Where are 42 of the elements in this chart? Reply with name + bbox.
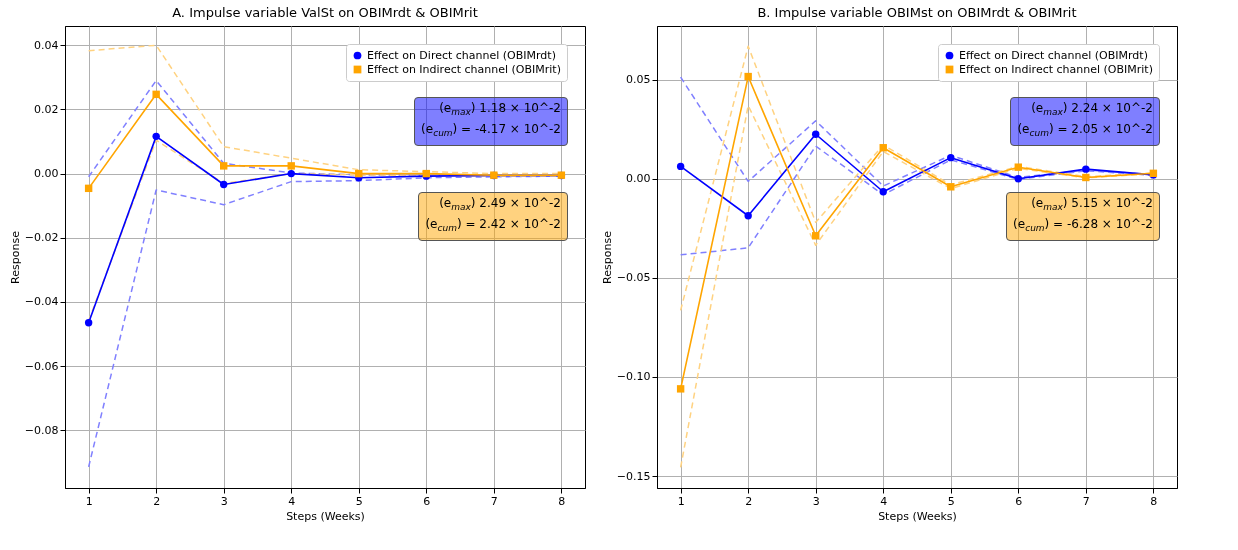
y-tick-label: −0.05	[616, 271, 651, 285]
y-axis-title: Response	[600, 230, 614, 284]
x-axis-title: Steps (Weeks)	[286, 509, 365, 523]
text: (e$_{max}$) 5.15 × 10^-2 (e$_{cum}$) = -6.28 × 10^-2	[1013, 196, 1153, 234]
x-tick-label: 6	[423, 494, 431, 508]
legend-label: Effect on Indirect channel (OBIMrit)	[959, 62, 1153, 76]
y-tick-label: −0.06	[24, 359, 59, 373]
x-tick-label: 3	[812, 494, 820, 508]
y-tick-label: −0.10	[616, 370, 651, 384]
y-tick-label: 0.05	[626, 73, 651, 87]
x-tick-label: 1	[677, 494, 685, 508]
y-tick-label: 0.00	[626, 172, 651, 186]
x-axis-title: Steps (Weeks)	[878, 509, 957, 523]
text: (e$_{max}$) 2.24 × 10^-2 (e$_{cum}$) = 2.05 × 10^-2	[1017, 101, 1153, 139]
x-tick-label: 2	[153, 494, 161, 508]
x-tick-label: 2	[745, 494, 753, 508]
y-tick-label: −0.15	[616, 469, 651, 483]
legend-label: Effect on Indirect channel (OBIMrit)	[367, 62, 561, 76]
x-tick-label: 7	[1082, 494, 1090, 508]
legend-label: Effect on Direct channel (OBIMrdt)	[367, 48, 556, 62]
x-tick-label: 1	[85, 494, 93, 508]
chart-title: A. Impulse variable ValSt on OBIMrdt & OBIMrit	[172, 5, 478, 20]
x-tick-label: 3	[220, 494, 228, 508]
x-tick-label: 8	[1150, 494, 1158, 508]
y-tick-label: 0.04	[34, 38, 59, 52]
text: (e$_{max}$) 2.49 × 10^-2 (e$_{cum}$) = 2.42 × 10^-2	[425, 196, 561, 234]
text: (e$_{max}$) 1.18 × 10^-2 (e$_{cum}$) = -4.17 × 10^-2	[421, 101, 561, 139]
y-tick-label: −0.02	[24, 231, 59, 245]
x-tick-label: 5	[947, 494, 955, 508]
x-tick-label: 4	[880, 494, 888, 508]
chart-title: B. Impulse variable OBIMst on OBIMrdt & OBIMrit	[757, 5, 1077, 20]
y-tick-label: 0.02	[34, 102, 59, 116]
y-tick-label: −0.04	[24, 295, 59, 309]
x-tick-label: 5	[355, 494, 363, 508]
x-tick-label: 7	[490, 494, 498, 508]
x-tick-label: 6	[1015, 494, 1023, 508]
legend-label: Effect on Direct channel (OBIMrdt)	[959, 48, 1148, 62]
x-tick-label: 4	[288, 494, 296, 508]
y-axis-title: Response	[8, 230, 22, 284]
y-tick-label: −0.08	[24, 423, 59, 437]
x-tick-label: 8	[558, 494, 566, 508]
y-tick-label: 0.00	[34, 167, 59, 181]
